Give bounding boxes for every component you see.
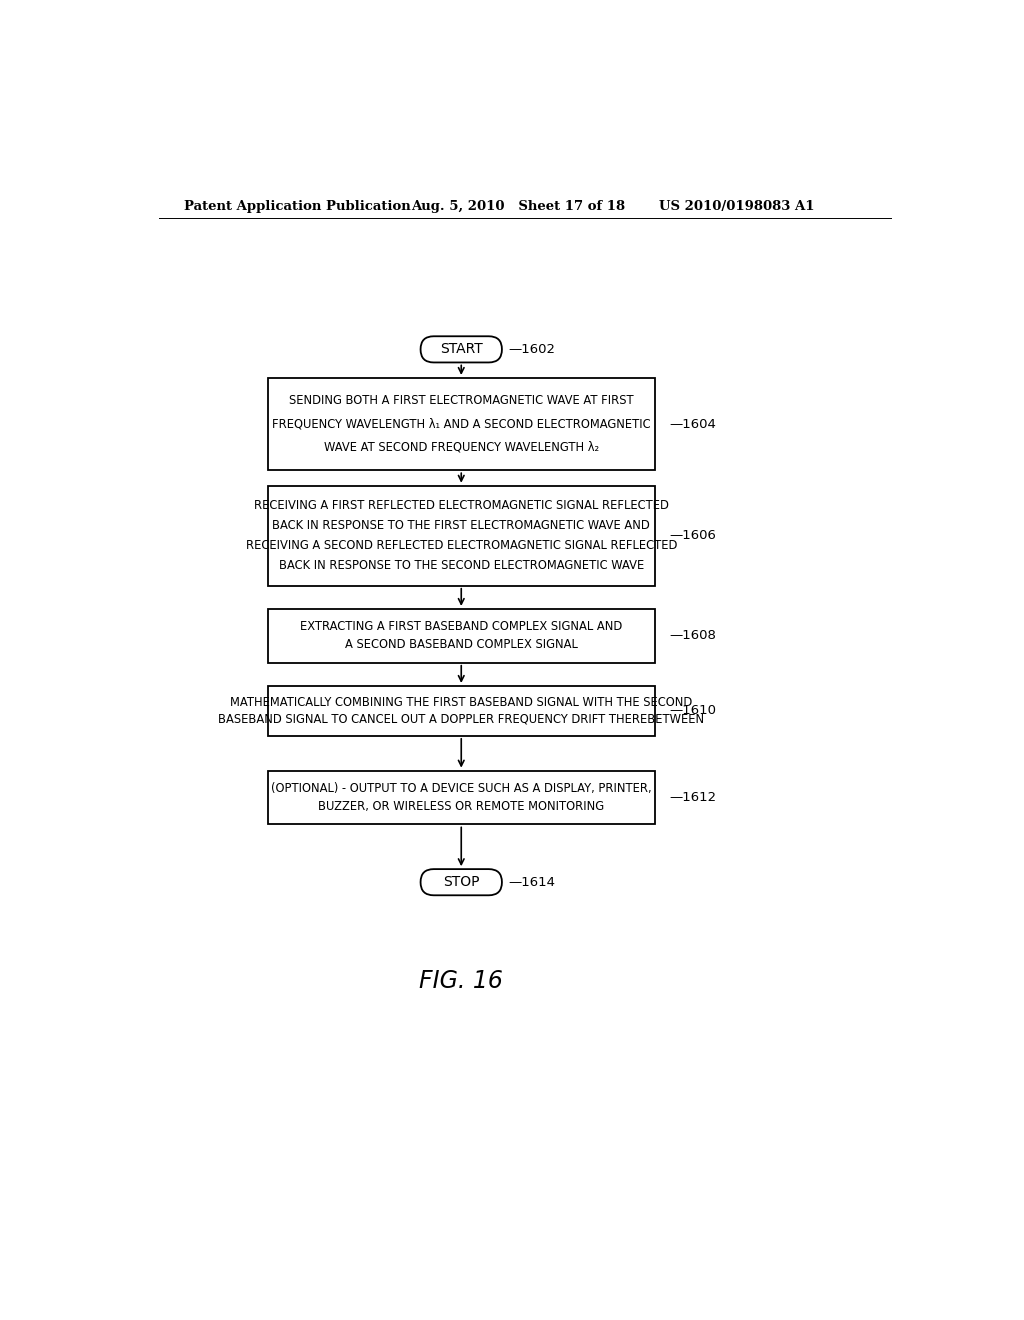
Text: —1604: —1604 [669,417,716,430]
Text: FREQUENCY WAVELENGTH λ₁ AND A SECOND ELECTROMAGNETIC: FREQUENCY WAVELENGTH λ₁ AND A SECOND ELE… [272,417,650,430]
Text: MATHEMATICALLY COMBINING THE FIRST BASEBAND SIGNAL WITH THE SECOND: MATHEMATICALLY COMBINING THE FIRST BASEB… [230,696,692,709]
Text: RECEIVING A SECOND REFLECTED ELECTROMAGNETIC SIGNAL REFLECTED: RECEIVING A SECOND REFLECTED ELECTROMAGN… [246,539,677,552]
FancyBboxPatch shape [421,869,502,895]
Text: START: START [440,342,482,356]
Text: WAVE AT SECOND FREQUENCY WAVELENGTH λ₂: WAVE AT SECOND FREQUENCY WAVELENGTH λ₂ [324,441,599,454]
Text: —1612: —1612 [669,791,716,804]
Text: BUZZER, OR WIRELESS OR REMOTE MONITORING: BUZZER, OR WIRELESS OR REMOTE MONITORING [318,800,604,813]
Text: US 2010/0198083 A1: US 2010/0198083 A1 [658,199,814,213]
Text: Aug. 5, 2010   Sheet 17 of 18: Aug. 5, 2010 Sheet 17 of 18 [411,199,625,213]
FancyBboxPatch shape [267,771,655,825]
Text: FIG. 16: FIG. 16 [419,969,503,993]
Text: EXTRACTING A FIRST BASEBAND COMPLEX SIGNAL AND: EXTRACTING A FIRST BASEBAND COMPLEX SIGN… [300,620,623,634]
Text: —1614: —1614 [508,875,555,888]
FancyBboxPatch shape [267,686,655,737]
FancyBboxPatch shape [421,337,502,363]
Text: A SECOND BASEBAND COMPLEX SIGNAL: A SECOND BASEBAND COMPLEX SIGNAL [345,639,578,651]
Text: —1608: —1608 [669,630,716,643]
Text: —1606: —1606 [669,529,716,543]
FancyBboxPatch shape [267,609,655,663]
Text: —1602: —1602 [508,343,555,356]
Text: BASEBAND SIGNAL TO CANCEL OUT A DOPPLER FREQUENCY DRIFT THEREBETWEEN: BASEBAND SIGNAL TO CANCEL OUT A DOPPLER … [218,713,705,726]
Text: Patent Application Publication: Patent Application Publication [183,199,411,213]
Text: RECEIVING A FIRST REFLECTED ELECTROMAGNETIC SIGNAL REFLECTED: RECEIVING A FIRST REFLECTED ELECTROMAGNE… [254,499,669,512]
FancyBboxPatch shape [267,486,655,586]
Text: SENDING BOTH A FIRST ELECTROMAGNETIC WAVE AT FIRST: SENDING BOTH A FIRST ELECTROMAGNETIC WAV… [289,395,634,408]
Text: BACK IN RESPONSE TO THE FIRST ELECTROMAGNETIC WAVE AND: BACK IN RESPONSE TO THE FIRST ELECTROMAG… [272,519,650,532]
FancyBboxPatch shape [267,378,655,470]
Text: BACK IN RESPONSE TO THE SECOND ELECTROMAGNETIC WAVE: BACK IN RESPONSE TO THE SECOND ELECTROMA… [279,560,644,573]
Text: STOP: STOP [443,875,479,890]
Text: (OPTIONAL) - OUTPUT TO A DEVICE SUCH AS A DISPLAY, PRINTER,: (OPTIONAL) - OUTPUT TO A DEVICE SUCH AS … [271,781,651,795]
Text: —1610: —1610 [669,705,716,717]
